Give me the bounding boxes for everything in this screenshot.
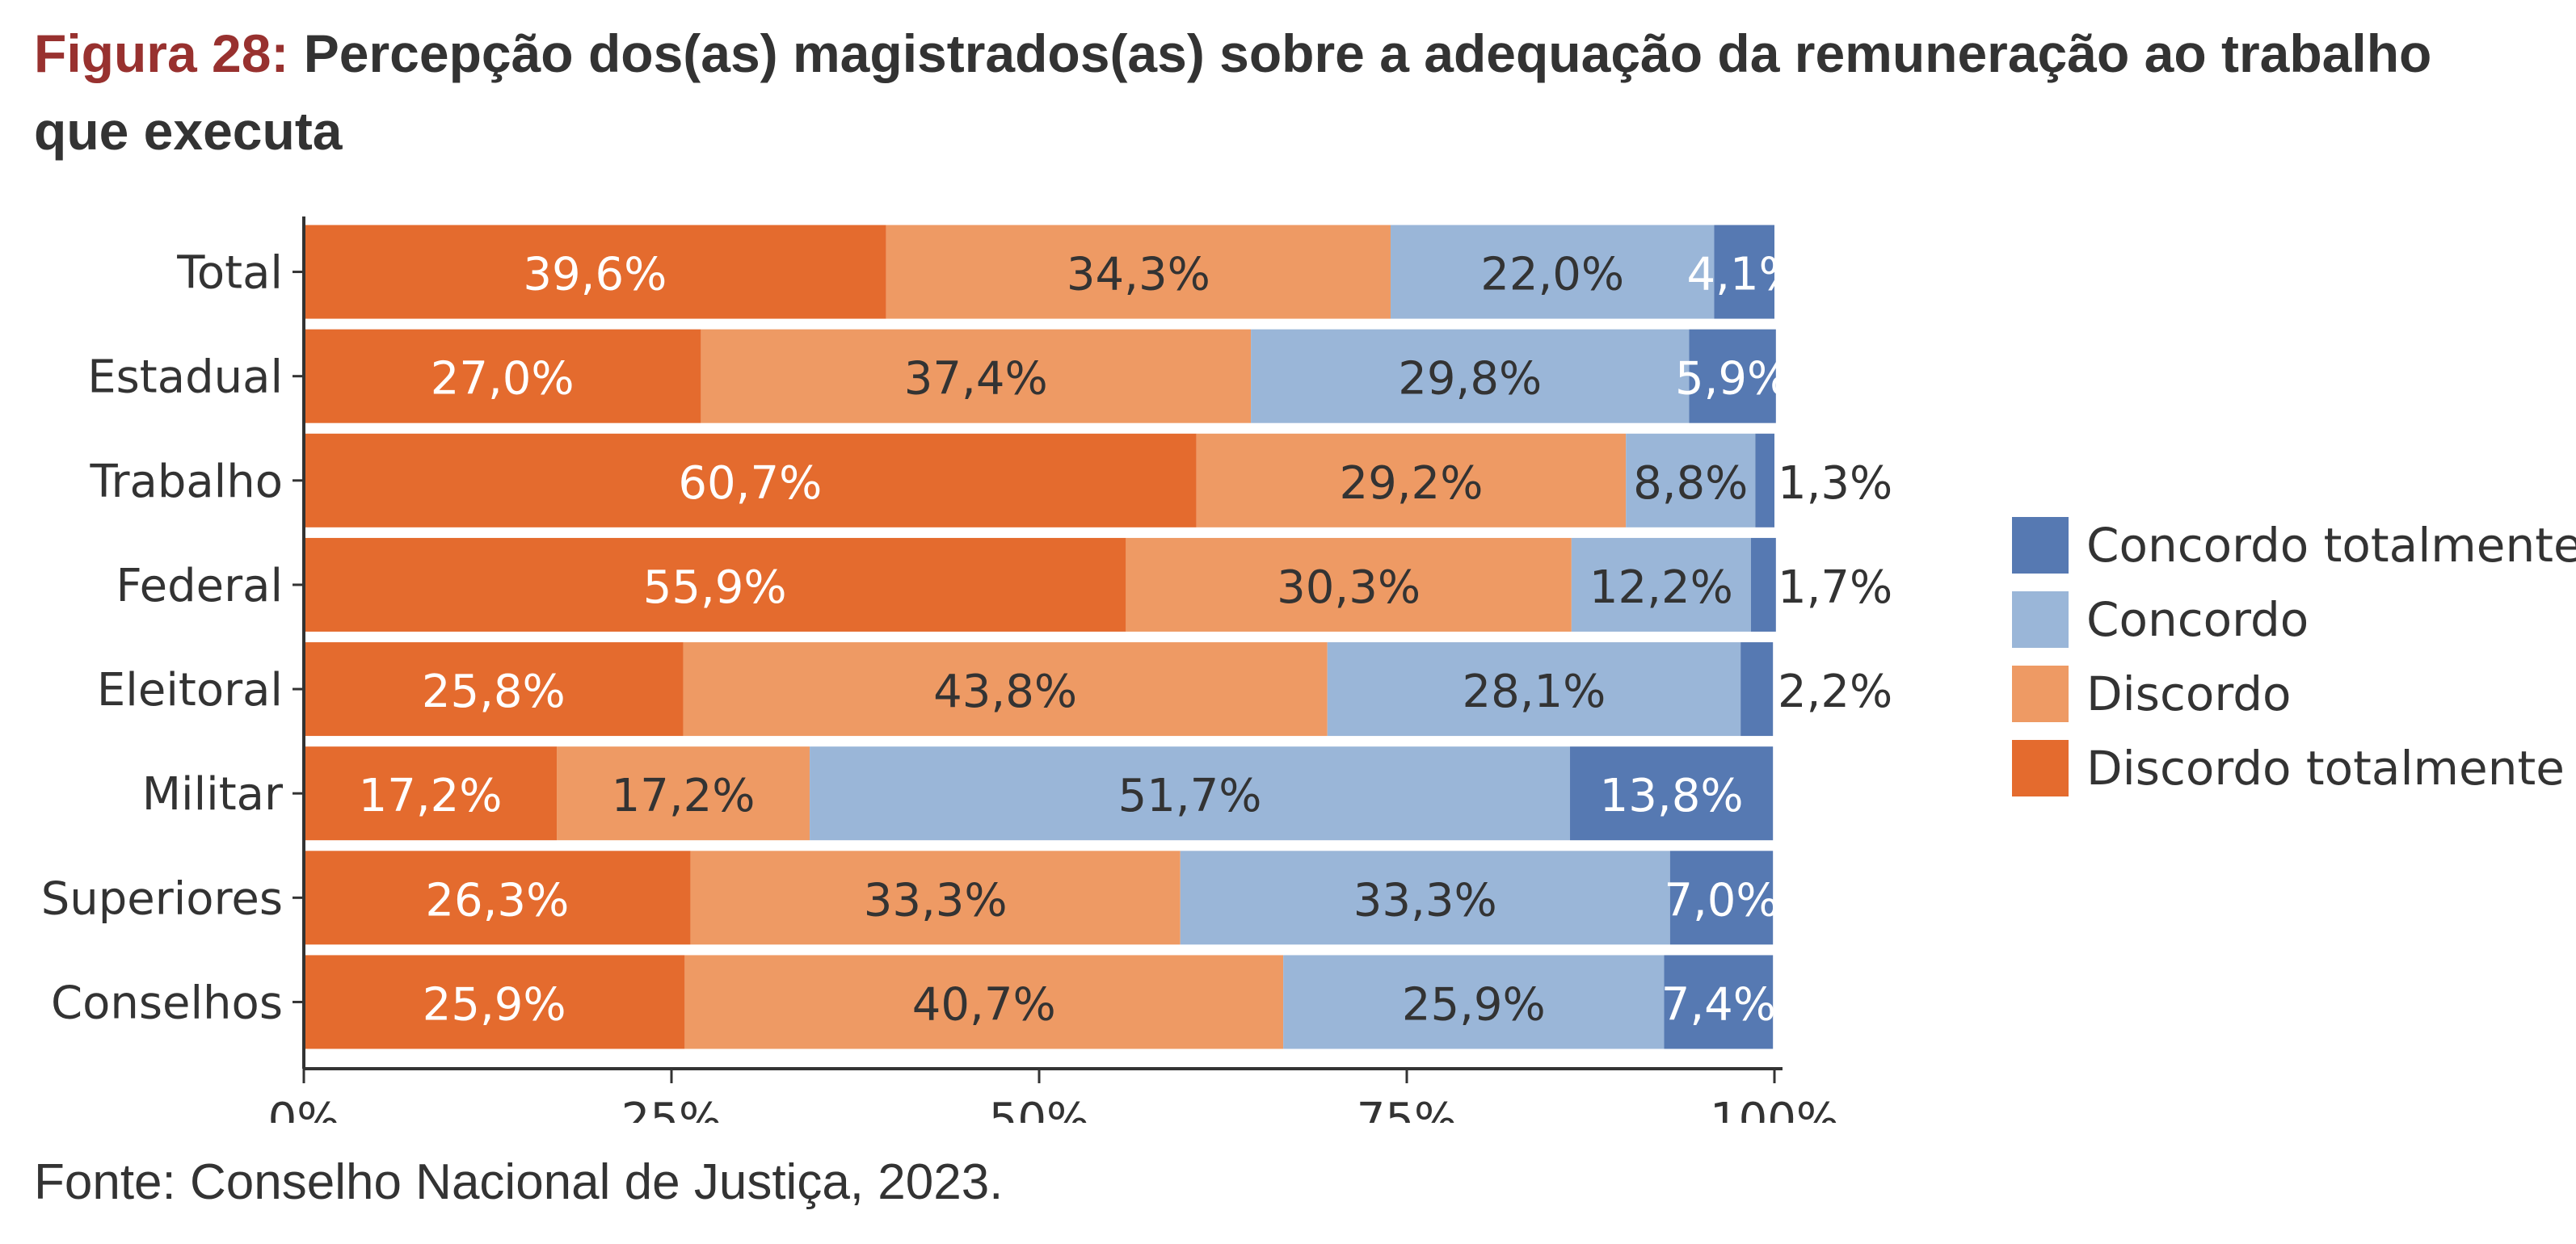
bar-eleitoral-series-0 — [304, 642, 684, 737]
legend-label-concordo-totalmente: Concordo totalmente — [2086, 518, 2576, 573]
bar-trabalho-series-0 — [304, 433, 1197, 527]
data-label-estadual-series-3: 5,9% — [1675, 353, 1790, 406]
data-label-conselhos-series-2: 25,9% — [1402, 978, 1546, 1031]
data-label-total-series-1: 34,3% — [1067, 249, 1210, 301]
data-label-superiores-series-0: 26,3% — [425, 874, 569, 927]
data-label-estadual-series-0: 27,0% — [431, 353, 575, 406]
bar-estadual-series-3 — [1689, 329, 1776, 423]
data-label-trabalho-series-2: 8,8% — [1633, 457, 1748, 510]
x-tick-label-50: 50% — [989, 1094, 1089, 1123]
bar-federal-series-1 — [1126, 537, 1572, 632]
y-tick-label-eleitoral: Eleitoral — [97, 664, 283, 717]
bar-total-series-1 — [886, 225, 1391, 319]
y-tick-label-militar: Militar — [142, 768, 284, 821]
bar-federal-series-0 — [304, 537, 1126, 632]
data-label-estadual-series-2: 29,8% — [1398, 353, 1542, 406]
data-label-eleitoral-series-0: 25,8% — [422, 666, 566, 718]
data-label-conselhos-series-1: 40,7% — [912, 978, 1056, 1031]
y-tick-label-superiores: Superiores — [41, 872, 283, 925]
legend-swatch-concordo — [2012, 591, 2069, 648]
data-label-superiores-series-3: 7,0% — [1664, 874, 1778, 927]
x-tick-label-25: 25% — [621, 1094, 722, 1123]
bar-militar-series-3 — [1570, 746, 1774, 841]
bar-estadual-series-1 — [701, 329, 1252, 423]
legend-swatch-concordo-totalmente — [2012, 517, 2069, 574]
y-tick-label-conselhos: Conselhos — [51, 977, 283, 1029]
legend-swatch-discordo — [2012, 666, 2069, 722]
bar-superiores-series-2 — [1180, 851, 1670, 945]
legend-label-discordo-totalmente: Discordo totalmente — [2086, 741, 2565, 796]
data-label-federal-series-1: 30,3% — [1277, 561, 1421, 614]
bar-federal-series-3 — [1750, 537, 1776, 632]
bar-trabalho-series-2 — [1626, 433, 1756, 527]
legend-label-concordo: Concordo — [2086, 592, 2309, 647]
bar-total-series-3 — [1714, 225, 1774, 319]
y-tick-label-federal: Federal — [116, 560, 284, 612]
bar-superiores-series-0 — [304, 851, 691, 945]
x-tick-label-0: 0% — [268, 1094, 340, 1123]
y-tick-label-estadual: Estadual — [87, 351, 283, 404]
x-tick-label-100: 100% — [1710, 1094, 1839, 1123]
bar-militar-series-1 — [557, 746, 810, 841]
x-tick-label-75: 75% — [1357, 1094, 1457, 1123]
data-label-conselhos-series-3: 7,4% — [1661, 978, 1776, 1031]
bar-total-series-2 — [1390, 225, 1715, 319]
legend-swatch-discordo-totalmente — [2012, 740, 2069, 796]
bar-trabalho-series-3 — [1755, 433, 1774, 527]
chart-area: 39,6% 34,3% 22,0% 4,1% Total 27,0% 37,4% 29,8% 5… — [0, 194, 2576, 1146]
data-label-total-series-2: 22,0% — [1480, 249, 1624, 301]
figure-label: Figura 28: — [34, 23, 289, 83]
bar-militar-series-0 — [304, 746, 558, 841]
data-label-federal-series-3: 1,7% — [1778, 561, 1892, 614]
data-label-eleitoral-series-2: 28,1% — [1462, 666, 1606, 718]
bar-trabalho-series-1 — [1196, 433, 1627, 527]
data-label-superiores-series-1: 33,3% — [864, 874, 1008, 927]
data-label-superiores-series-2: 33,3% — [1353, 874, 1497, 927]
data-label-conselhos-series-0: 25,9% — [423, 978, 566, 1031]
data-label-federal-series-2: 12,2% — [1589, 561, 1733, 614]
bar-conselhos-series-1 — [684, 955, 1284, 1049]
stacked-bar-chart: 39,6% 34,3% 22,0% 4,1% Total 27,0% 37,4% 29,8% 5… — [41, 216, 2576, 1146]
data-label-trabalho-series-0: 60,7% — [678, 457, 822, 510]
data-label-eleitoral-series-1: 43,8% — [933, 666, 1077, 718]
source-note: Fonte: Conselho Nacional de Justiça, 202… — [34, 1154, 1004, 1210]
data-label-total-series-0: 39,6% — [523, 249, 667, 301]
y-tick-label-total: Total — [176, 247, 283, 300]
bar-superiores-series-1 — [690, 851, 1181, 945]
data-label-militar-series-2: 51,7% — [1118, 770, 1262, 822]
bar-federal-series-2 — [1571, 537, 1751, 632]
bar-total-series-0 — [304, 225, 886, 319]
legend-label-discordo: Discordo — [2086, 666, 2292, 721]
data-label-eleitoral-series-3: 2,2% — [1778, 666, 1892, 718]
data-label-militar-series-1: 17,2% — [612, 770, 756, 822]
bar-eleitoral-series-1 — [683, 642, 1328, 737]
bar-eleitoral-series-3 — [1740, 642, 1774, 737]
data-label-total-series-3: 4,1% — [1687, 249, 1802, 301]
data-label-trabalho-series-1: 29,2% — [1340, 457, 1484, 510]
data-label-militar-series-3: 13,8% — [1600, 770, 1744, 822]
data-label-federal-series-0: 55,9% — [643, 561, 787, 614]
bar-estadual-series-2 — [1251, 329, 1690, 423]
bar-militar-series-2 — [810, 746, 1571, 841]
bar-eleitoral-series-2 — [1327, 642, 1741, 737]
data-label-militar-series-0: 17,2% — [359, 770, 503, 822]
bar-conselhos-series-2 — [1283, 955, 1665, 1049]
figure-title: Percepção dos(as) magistrados(as) sobre … — [34, 23, 2432, 161]
bar-conselhos-series-0 — [304, 955, 685, 1049]
y-tick-label-trabalho: Trabalho — [90, 456, 284, 508]
bar-conselhos-series-3 — [1664, 955, 1774, 1049]
data-label-trabalho-series-3: 1,3% — [1778, 457, 1892, 510]
bar-estadual-series-0 — [304, 329, 701, 423]
bar-superiores-series-3 — [1669, 851, 1774, 945]
data-label-estadual-series-1: 37,4% — [904, 353, 1048, 406]
chart-title: Figura 28: Percepção dos(as) magistrados… — [34, 15, 2539, 170]
